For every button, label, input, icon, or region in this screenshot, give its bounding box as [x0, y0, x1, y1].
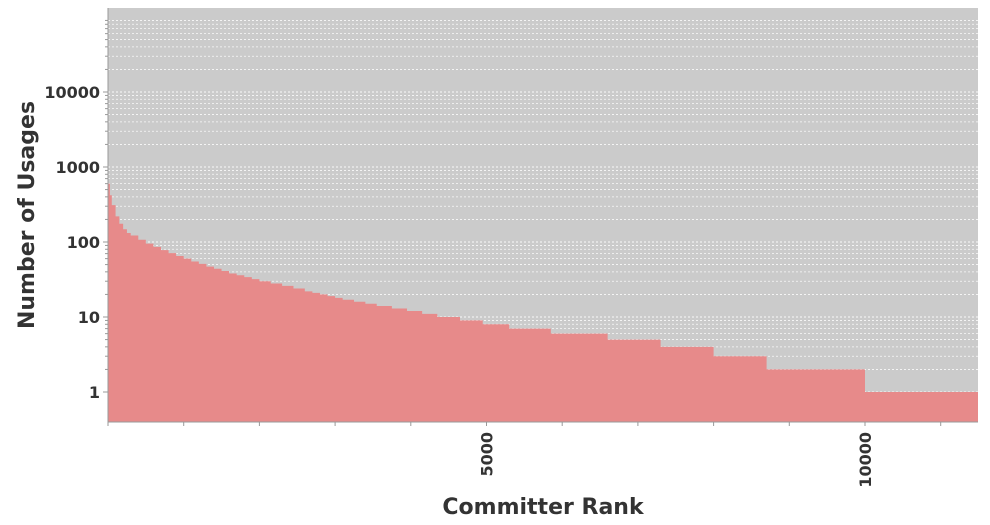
y-tick-label: 1 [89, 383, 100, 402]
x-axis-ticks: 5000 10000 [107, 422, 942, 488]
x-tick-label: 10000 [856, 432, 875, 488]
y-tick-label: 1000 [55, 158, 100, 177]
y-axis-title: Number of Usages [15, 101, 40, 329]
x-axis-title: Committer Rank [442, 495, 645, 520]
y-axis-ticks: 1 10 100 1000 10000 [44, 19, 108, 402]
y-tick-label: 100 [67, 233, 100, 252]
y-tick-label: 10000 [44, 83, 100, 102]
x-tick-label: 5000 [478, 432, 497, 477]
area-series-0 [108, 183, 978, 422]
plot-area [107, 8, 978, 423]
y-tick-label: 10 [78, 308, 100, 327]
